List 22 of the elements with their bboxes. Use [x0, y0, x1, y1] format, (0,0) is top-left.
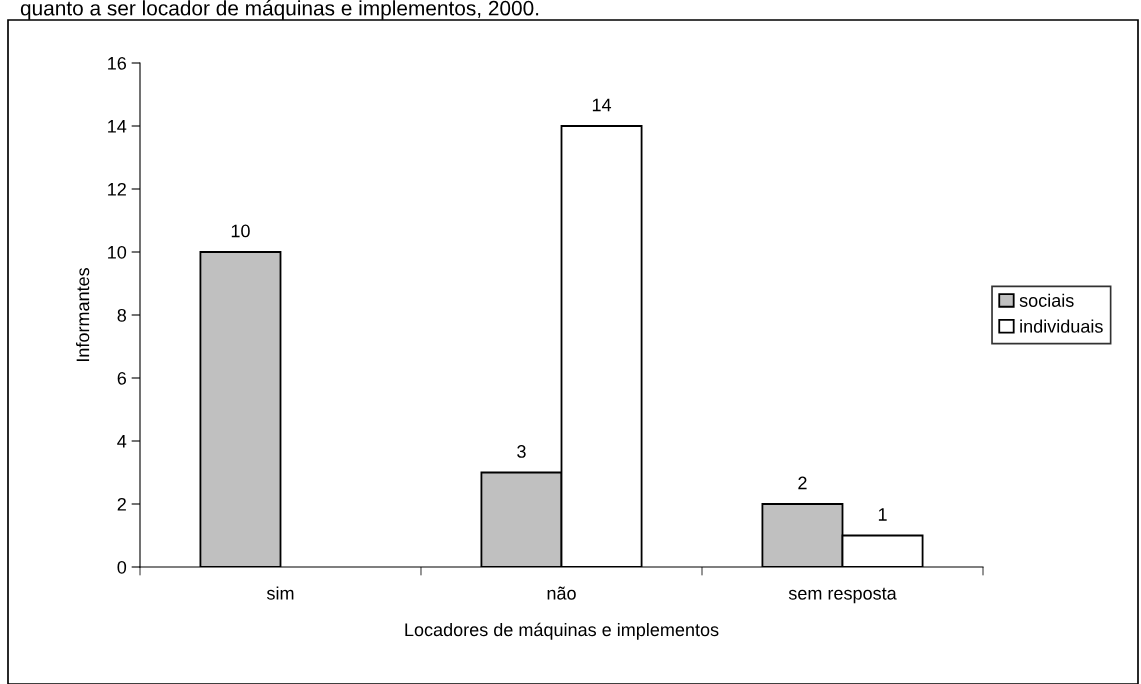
data-label: 14 — [592, 98, 612, 112]
data-label: 1 — [878, 508, 887, 521]
y-tick-label: 10 — [108, 245, 127, 259]
y-tick-label: 2 — [117, 497, 126, 511]
y-tick-label: 14 — [108, 120, 127, 133]
y-tick-label: 4 — [117, 435, 127, 448]
x-tick-label: sem resposta — [788, 587, 897, 604]
chart-title: quanto a ser locador de máquinas e implementos, 2000. — [20, 0, 539, 20]
y-tick-label: 12 — [108, 182, 126, 196]
data-label: 10 — [231, 224, 250, 238]
data-label: 2 — [798, 476, 807, 490]
y-tick-label: 0 — [117, 560, 127, 574]
x-tick-label: não — [547, 586, 576, 600]
y-tick-label: 16 — [108, 56, 127, 70]
legend-label: individuais — [1020, 319, 1103, 333]
x-axis-title: Locadores de máquinas e implementos — [405, 622, 719, 640]
legend-label: sociais — [1019, 293, 1074, 307]
y-tick-label: 8 — [117, 308, 127, 322]
y-axis-title: Informantes — [76, 267, 90, 361]
data-label: 3 — [517, 445, 526, 458]
x-tick-label: sim — [266, 586, 294, 600]
y-tick-label: 6 — [117, 371, 127, 385]
